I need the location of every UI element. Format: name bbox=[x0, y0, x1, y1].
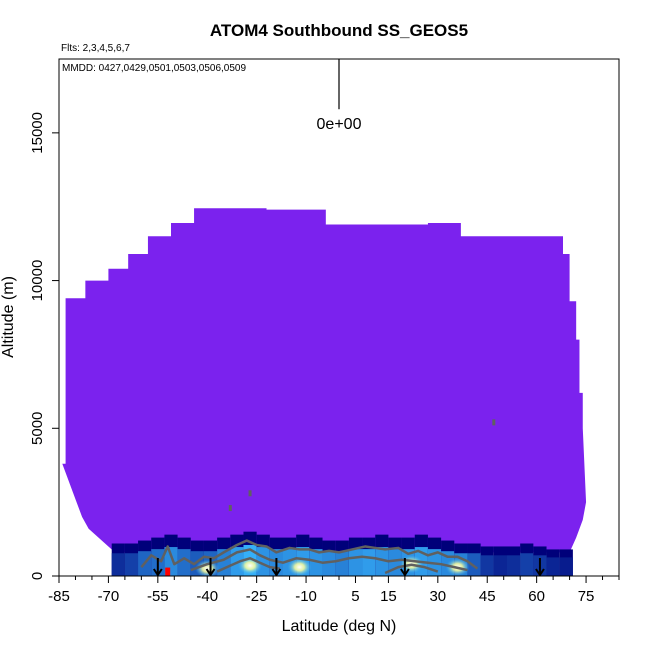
chart-flights-note: Flts: 2,3,4,5,6,7 bbox=[61, 43, 130, 54]
bl-cell bbox=[546, 557, 560, 576]
bl-cell bbox=[124, 553, 139, 576]
bl-cell bbox=[309, 549, 323, 576]
contour-line bbox=[190, 548, 468, 572]
chart-dates-note: MMDD: 0427,0429,0501,0503,0506,0509 bbox=[62, 63, 246, 74]
x-axis-label: Latitude (deg N) bbox=[282, 618, 397, 635]
y-tick-label: 0 bbox=[29, 572, 46, 580]
contour-line bbox=[216, 557, 280, 573]
bl-cell bbox=[507, 555, 521, 576]
flight-arrow-head bbox=[535, 568, 545, 576]
x-tick-label: 60 bbox=[528, 588, 545, 605]
y-axis: 0 5000 10000 15000 bbox=[29, 112, 60, 580]
bl-cell bbox=[348, 549, 363, 576]
bl-cell bbox=[362, 549, 376, 576]
chart-title: ATOM4 Southbound SS_GEOS5 bbox=[210, 21, 468, 40]
flight-arrow-head bbox=[400, 568, 410, 576]
contour-lines bbox=[140, 539, 479, 575]
x-axis: -85 -70 -55 -40 -25 -10 5 15 30 45 60 75 bbox=[48, 575, 620, 605]
scatter-marks bbox=[228, 419, 496, 512]
x-tick-label: -25 bbox=[246, 588, 268, 605]
x-tick-label: 30 bbox=[429, 588, 446, 605]
contour-line bbox=[140, 539, 479, 570]
x-tick-label: -10 bbox=[295, 588, 317, 605]
scatter-mark bbox=[492, 419, 496, 426]
y-tick-label: 15000 bbox=[29, 112, 46, 154]
bl-cell bbox=[177, 549, 191, 576]
flight-arrows bbox=[152, 558, 545, 576]
x-tick-label: -55 bbox=[147, 588, 169, 605]
scatter-mark bbox=[248, 490, 252, 497]
x-tick-label: -70 bbox=[98, 588, 120, 605]
x-tick-label: 75 bbox=[578, 588, 595, 605]
y-tick-label: 10000 bbox=[29, 260, 46, 302]
hot-spot bbox=[287, 558, 312, 576]
flight-start-marker bbox=[165, 567, 171, 576]
bl-cell bbox=[559, 557, 573, 576]
background-field bbox=[62, 208, 587, 553]
bl-cell bbox=[520, 553, 534, 576]
bl-cell bbox=[493, 555, 507, 576]
x-tick-label: -85 bbox=[48, 588, 70, 605]
x-tick-label: 5 bbox=[351, 588, 359, 605]
flight-arrow-head bbox=[271, 568, 282, 576]
flight-arrow-head bbox=[152, 568, 163, 576]
bl-cell bbox=[480, 555, 494, 576]
bl-cell bbox=[335, 551, 349, 576]
legend-label: 0e+00 bbox=[317, 116, 362, 133]
contour-line bbox=[384, 563, 439, 575]
bl-cell bbox=[375, 547, 389, 576]
y-axis-label: Altitude (m) bbox=[0, 276, 17, 358]
bl-cell bbox=[111, 553, 125, 576]
flight-arrow-head bbox=[205, 568, 216, 576]
x-tick-label: 45 bbox=[479, 588, 496, 605]
bl-cell bbox=[322, 551, 336, 576]
y-tick-label: 5000 bbox=[29, 412, 46, 445]
x-tick-label: 15 bbox=[380, 588, 397, 605]
scatter-mark bbox=[228, 505, 232, 512]
x-tick-label: -40 bbox=[196, 588, 218, 605]
